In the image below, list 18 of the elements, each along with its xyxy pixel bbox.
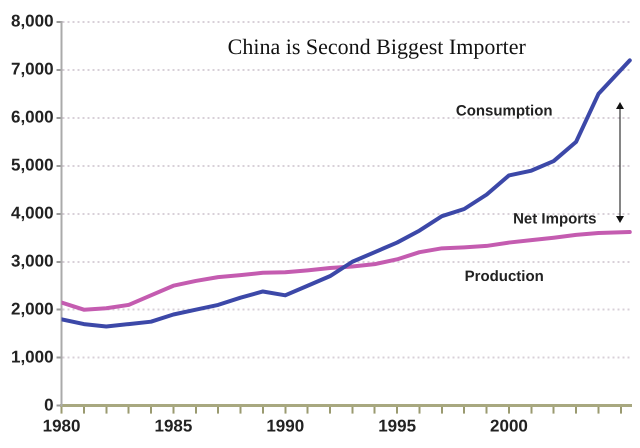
y-tick-label: 5,000 [10, 156, 54, 175]
y-tick-label: 7,000 [10, 60, 54, 79]
x-tick-label: 1985 [154, 416, 192, 436]
y-tick-label: 0 [44, 395, 54, 414]
y-tick-label: 1,000 [10, 347, 54, 366]
y-tick-label: 6,000 [10, 108, 54, 127]
y-tick-label: 3,000 [10, 251, 54, 270]
text: China is Second Biggest Importer [228, 34, 526, 60]
x-tick-label: 1995 [378, 416, 416, 436]
y-tick-label: 2,000 [10, 299, 54, 318]
y-tick-label: 8,000 [10, 12, 54, 31]
annotation: Net Imports [513, 210, 596, 228]
text: Consumption [456, 102, 553, 120]
x-tick-label: 1990 [266, 416, 304, 436]
series-label: Production [464, 268, 544, 286]
x-tick-label: 2000 [490, 416, 528, 436]
x-tick-label: 1980 [42, 416, 80, 436]
y-tick-label: 4,000 [10, 203, 54, 222]
